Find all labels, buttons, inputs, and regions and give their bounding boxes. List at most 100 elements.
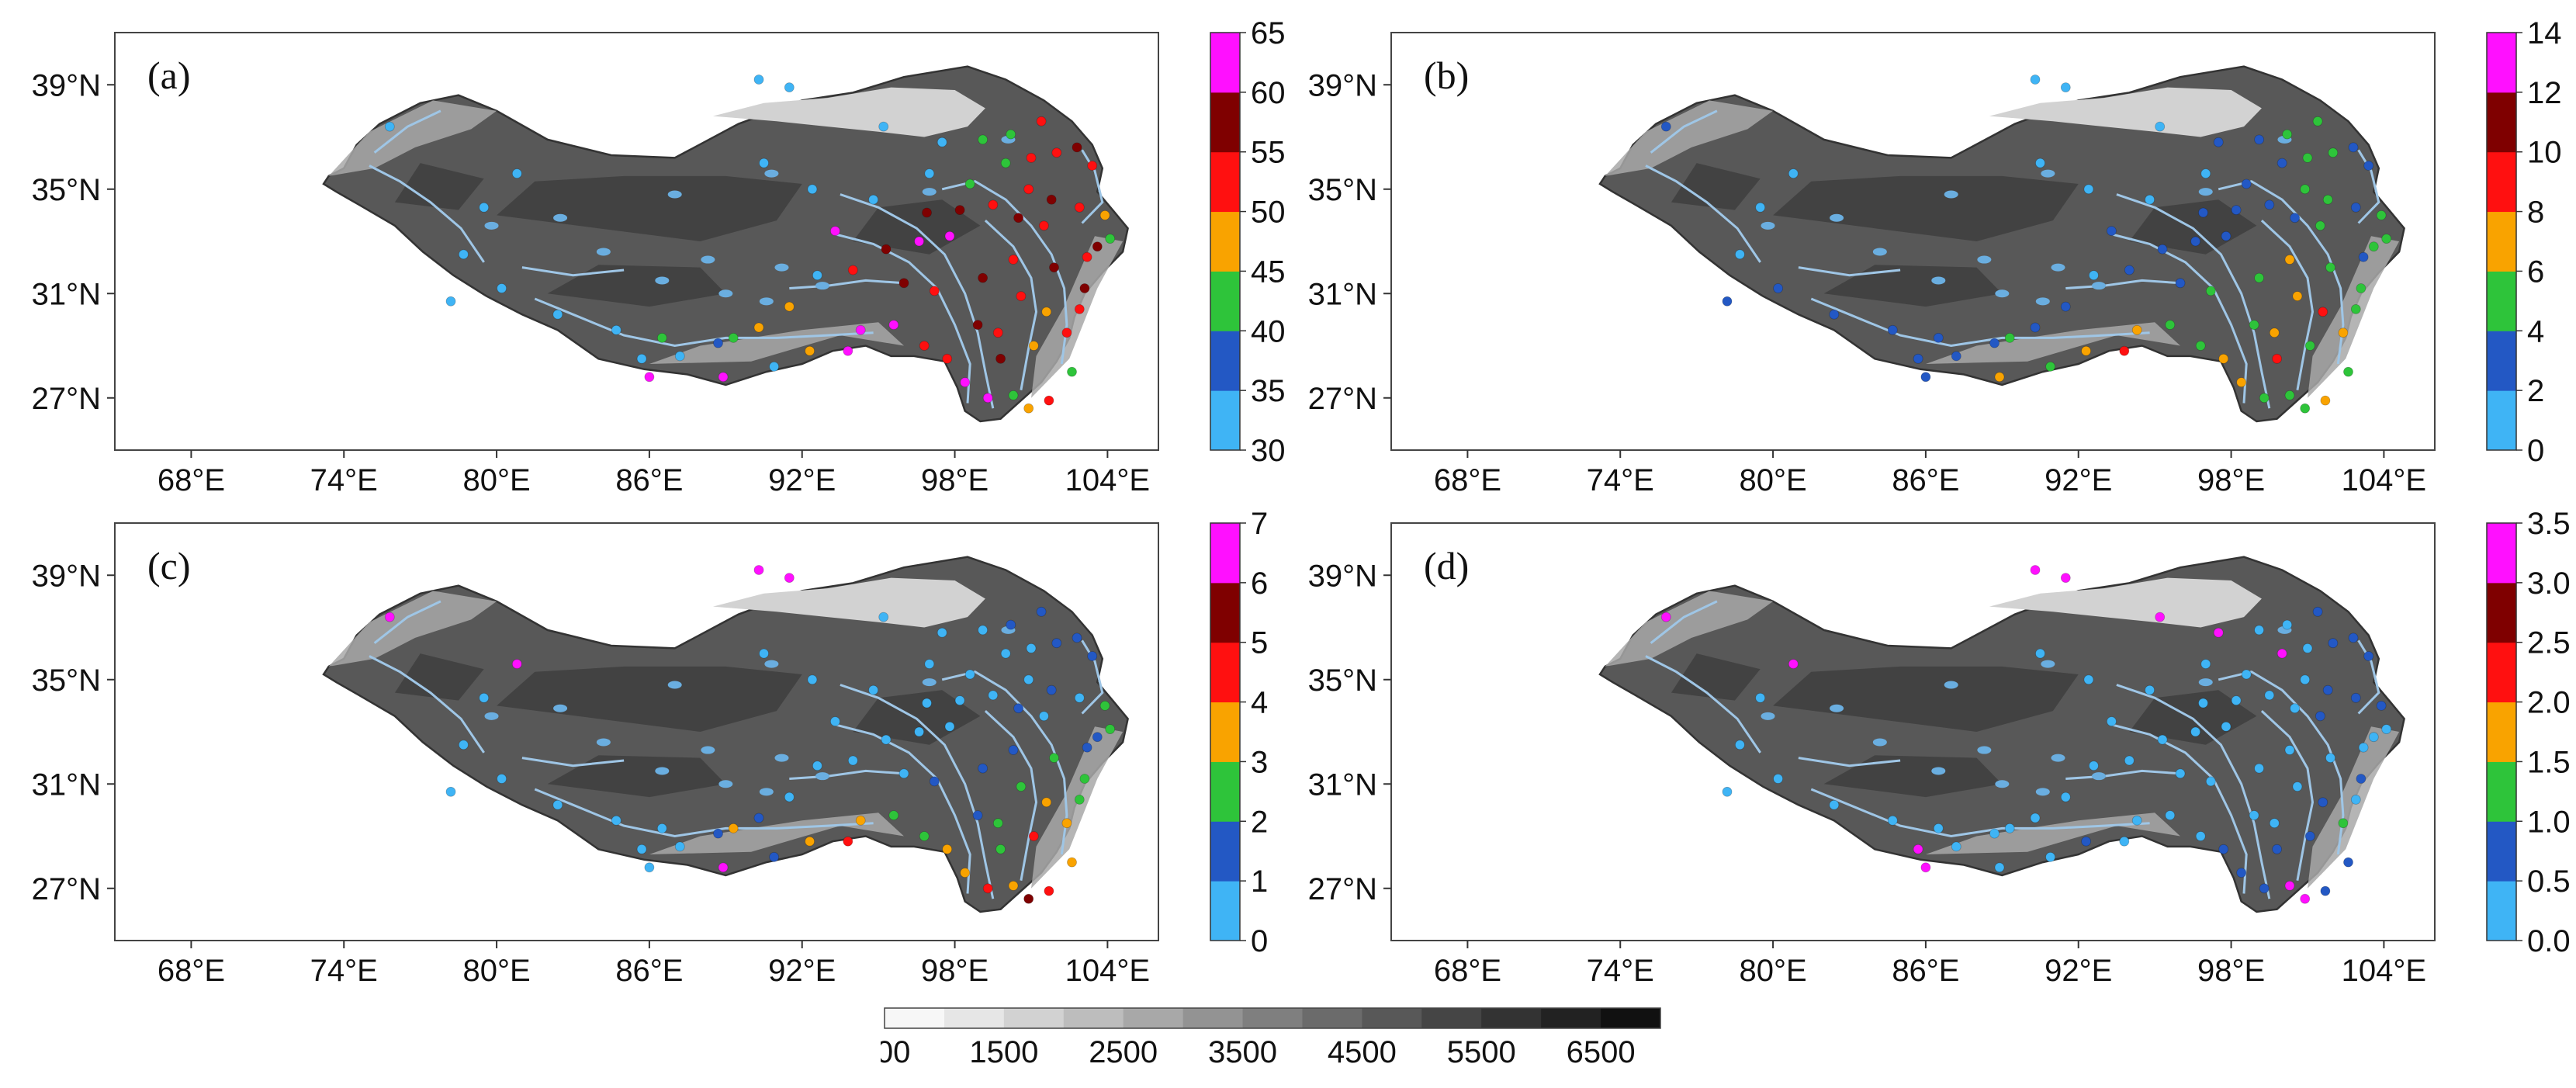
station-point [1023,403,1034,414]
qaidam-basin [712,87,985,137]
qaidam-basin [1989,577,2262,628]
y-tick-label: 39°N [32,559,101,593]
colorbar-tick-label: 0.5 [2527,865,2571,899]
station-point [2030,565,2041,575]
station-point [2259,883,2270,894]
colorbar-segment [1210,390,1240,451]
station-point [2290,213,2300,223]
lake [484,712,499,720]
station-point [2277,648,2287,659]
x-tick-label: 104°E [2342,954,2426,988]
station-point [2269,818,2280,829]
map-svg: (b) 68°E 74°E 80°E 86°E 92°E 98°E 104°E 39°N 35°N… [1308,16,2562,497]
station-point [954,695,965,706]
y-tick-label: 27°N [32,382,101,416]
colorbar-segment [2487,642,2516,703]
station-point [929,286,940,296]
elevation-tick-label: 4500 [1328,1035,1397,1069]
colorbar-segment [1210,92,1240,153]
elevation-segment [1481,1008,1542,1028]
station-point [812,270,822,281]
station-point [855,815,866,826]
panel-b: (b) 68°E 74°E 80°E 86°E 92°E 98°E 104°E 39°N 35°N… [1276,0,2564,504]
highland-zone [1823,265,2003,307]
station-point [2363,651,2374,661]
station-point [1028,341,1039,351]
station-point [847,755,858,766]
station-point [769,851,779,862]
station-point [988,199,999,210]
station-point [1735,740,1745,750]
colorbar-segment [2487,151,2516,213]
station-point [992,327,1003,338]
station-point [982,883,993,894]
station-point [944,721,955,732]
elevation-segment [1003,1008,1065,1028]
elevation-segment [1302,1008,1362,1028]
colorbar-tick-label: 6 [1251,567,1268,601]
colorbar-tick-label: 6 [2527,255,2544,289]
station-point [2218,353,2229,364]
station-point [1026,643,1037,653]
station-point [1074,202,1085,213]
colorbar-segment [2487,702,2516,762]
station-point [1023,674,1034,685]
station-point [636,844,647,854]
elevation-frame [884,1007,1661,1029]
station-point [964,178,975,189]
station-point [922,207,932,218]
station-point [753,322,764,333]
station-point [2343,366,2353,377]
colorbar-tick-label: 50 [1251,196,1286,230]
station-point [995,844,1006,854]
colorbar-tick-label: 60 [1251,76,1286,110]
station-point [1026,152,1037,163]
station-point [1087,651,1098,661]
lake [2198,188,2213,196]
station-point [2045,361,2055,372]
station-point [713,828,723,839]
river-line [941,670,1068,855]
station-point [1735,249,1745,260]
station-point [843,345,853,356]
station-point [2358,742,2369,753]
station-point [2155,121,2166,132]
river-line [984,710,1038,881]
station-point [759,158,769,168]
lake [2198,678,2213,687]
station-point [2304,831,2315,841]
elevation-colorbar-svg: 500 1500 2500 3500 4500 5500 6500 [859,1007,1661,1069]
lake [1995,289,2010,298]
station-point [919,341,930,351]
lowland-zone [328,100,497,176]
station-point [784,301,795,312]
station-point [1933,332,1944,343]
station-point [1660,121,1671,132]
river-line [2116,684,2271,899]
station-point [944,230,955,241]
panel-label: (b) [1424,54,1469,97]
station-point [1074,794,1085,805]
river-line [2260,220,2315,390]
station-point [1079,283,1090,293]
station-point [2292,291,2303,302]
station-point [960,377,971,388]
station-point [636,353,647,364]
station-point [2213,627,2224,638]
station-point [2356,774,2367,784]
station-point [2221,721,2231,732]
station-point [511,659,522,670]
river-line [1645,655,1761,754]
elevation-segment [1123,1008,1184,1028]
station-point [1016,291,1027,302]
lowland-zone [1605,591,1774,667]
colorbar-segment [1210,642,1240,703]
station-point [2119,345,2130,356]
x-tick-label: 92°E [768,954,836,988]
station-point [1087,161,1098,171]
colorbar-segment [1210,523,1240,584]
station-point [1105,234,1116,244]
lowland-zone [1605,100,1774,176]
station-point [1788,168,1799,179]
station-point [2284,880,2295,891]
